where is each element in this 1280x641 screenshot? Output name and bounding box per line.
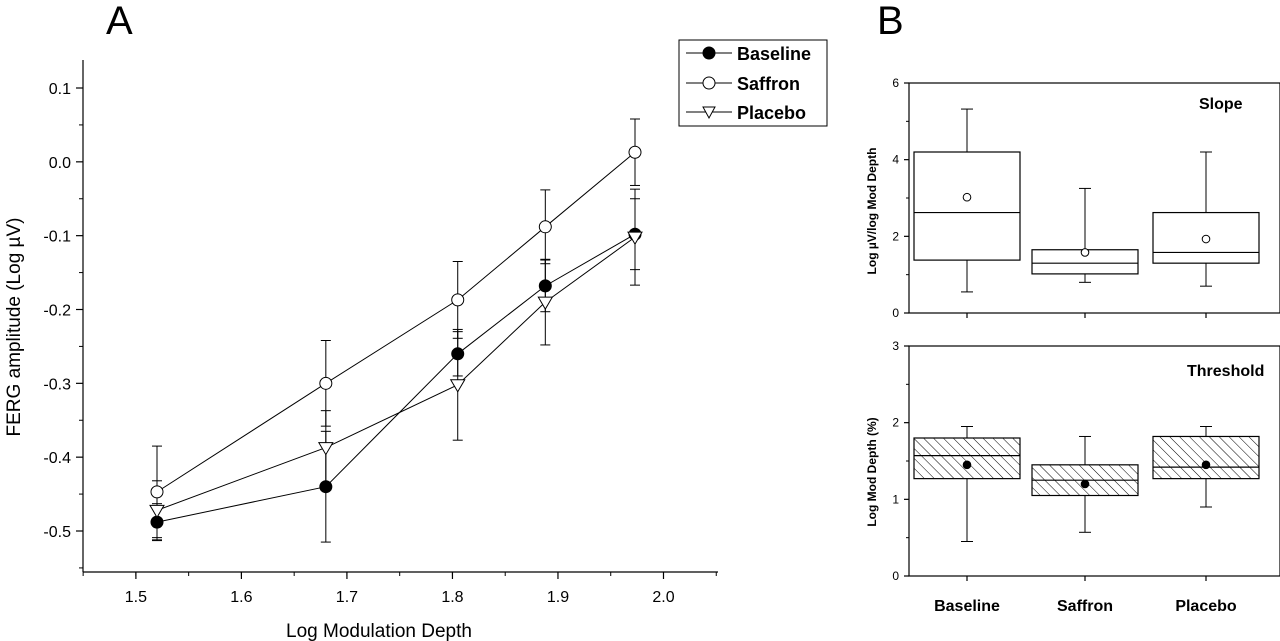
point-placebo — [149, 504, 165, 519]
threshold-mean-saffron — [1080, 479, 1090, 489]
slope-x-ticks — [966, 313, 1207, 318]
point-placebo — [449, 379, 466, 393]
panel-a-legend: Baseline Saffron Placebo — [678, 39, 828, 127]
x-tick-label: 1.7 — [336, 589, 358, 606]
legend-marker-placebo — [702, 106, 716, 120]
point-baseline — [451, 347, 465, 361]
slope-title: Slope — [1199, 96, 1243, 113]
legend-label-baseline: Baseline — [737, 44, 811, 64]
point-placebo — [317, 442, 334, 456]
y-tick-label: -0.1 — [43, 229, 71, 246]
x-tick-label: 1.6 — [230, 589, 252, 606]
series-line-saffron — [156, 151, 636, 493]
threshold-mean-baseline — [962, 460, 972, 470]
legend-marker-saffron — [702, 76, 716, 90]
threshold-y-tick-label: 1 — [892, 492, 899, 506]
threshold-box-baseline — [913, 437, 1021, 480]
panel-a-x-axis-title: Log Modulation Depth — [286, 621, 472, 641]
panel-letter-b: B — [877, 0, 904, 43]
threshold-box-placebo — [1152, 435, 1260, 480]
panel-b-slope-boxplot: 0 2 4 6 Slope Log µV/log Mod Depth — [865, 76, 1280, 320]
slope-y-axis-title: Log µV/log Mod Depth — [865, 148, 879, 275]
category-label-baseline: Baseline — [934, 598, 1000, 615]
threshold-y-ticks: 0 1 2 3 — [892, 339, 909, 583]
slope-y-ticks: 0 2 4 6 — [892, 76, 909, 320]
slope-boxes — [913, 108, 1260, 293]
point-saffron — [538, 220, 552, 234]
panel-letter-a: A — [106, 0, 133, 43]
slope-box-baseline — [913, 151, 1021, 261]
threshold-y-tick-label: 3 — [892, 339, 899, 353]
y-tick-label: 0.0 — [49, 155, 71, 172]
y-tick-label: -0.2 — [43, 303, 71, 320]
x-tick-label: 1.9 — [547, 589, 569, 606]
panel-b-threshold-boxplot: 0 1 2 3 Threshold Log Mod Depth (%) — [865, 339, 1280, 583]
x-tick-label: 1.5 — [125, 589, 147, 606]
threshold-y-tick-label: 0 — [892, 569, 899, 583]
threshold-mean-placebo — [1201, 460, 1211, 470]
point-saffron — [628, 145, 642, 159]
x-tick-label: 2.0 — [652, 589, 674, 606]
slope-y-tick-label: 6 — [892, 76, 899, 90]
panel-a-line-chart: -0.5-0.4-0.3-0.2-0.10.00.1 1.5 1.6 1.7 1.8 1… — [4, 39, 828, 641]
slope-mean-baseline — [962, 192, 972, 202]
y-tick-label: 0.1 — [49, 81, 71, 98]
threshold-x-ticks — [966, 576, 1207, 581]
slope-y-tick-label: 4 — [892, 153, 899, 167]
slope-y-tick-label: 2 — [892, 229, 899, 243]
slope-y-tick-label: 0 — [892, 306, 899, 320]
panel-a-x-ticks: 1.5 1.6 1.7 1.8 1.9 2.0 — [82, 572, 717, 606]
y-tick-label: -0.3 — [43, 376, 71, 393]
y-tick-label: -0.5 — [43, 524, 71, 541]
category-label-saffron: Saffron — [1057, 598, 1113, 615]
threshold-y-axis-title: Log Mod Depth (%) — [865, 417, 879, 526]
panel-a-series — [149, 118, 643, 543]
point-saffron — [451, 293, 465, 307]
slope-mean-saffron — [1080, 248, 1090, 257]
series-line-baseline — [156, 233, 636, 523]
legend-marker-baseline — [702, 46, 716, 60]
threshold-title: Threshold — [1187, 363, 1264, 380]
legend-label-saffron: Saffron — [737, 74, 800, 94]
y-tick-label: -0.4 — [43, 450, 71, 467]
point-placebo — [627, 231, 643, 246]
threshold-y-tick-label: 2 — [892, 416, 899, 430]
point-placebo — [537, 296, 554, 311]
x-tick-label: 1.8 — [441, 589, 463, 606]
panel-b-category-labels: Baseline Saffron Placebo — [934, 598, 1237, 615]
legend-label-placebo: Placebo — [737, 103, 806, 123]
category-label-placebo: Placebo — [1175, 598, 1237, 615]
slope-mean-placebo — [1201, 234, 1211, 244]
point-baseline — [319, 480, 333, 494]
point-baseline — [538, 279, 552, 293]
panel-a-y-ticks: -0.5 -0.4 -0.3 -0.2 -0.1 0.0 0.1 — [43, 81, 83, 569]
point-saffron — [319, 376, 333, 390]
series-line-placebo — [156, 236, 636, 511]
point-saffron — [150, 485, 164, 499]
threshold-boxes — [913, 426, 1260, 542]
panel-a-y-axis-title: FERG amplitude (Log µV) — [4, 218, 25, 437]
